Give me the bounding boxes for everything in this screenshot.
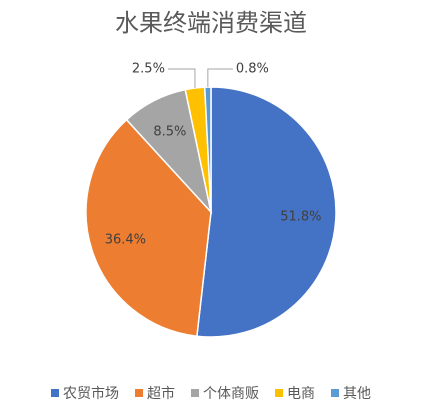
data-label: 36.4%	[105, 232, 146, 247]
leader-line	[167, 68, 196, 89]
data-label: 8.5%	[153, 124, 186, 139]
data-label: 2.5%	[132, 62, 165, 77]
chart-title: 水果终端消费渠道	[115, 9, 307, 37]
legend-marker	[135, 389, 143, 397]
legend-label: 农贸市场	[63, 385, 119, 402]
legend-label: 超市	[147, 385, 175, 402]
legend-marker	[51, 389, 59, 397]
pie-slice	[196, 86, 337, 338]
legend-label: 个体商贩	[203, 386, 259, 402]
pie-slice	[203, 86, 212, 213]
legend-marker	[191, 389, 199, 397]
legend-label: 其他	[343, 386, 371, 402]
legend-marker	[275, 389, 283, 397]
data-label: 51.8%	[280, 210, 321, 225]
data-label: 0.8%	[236, 62, 269, 77]
leader-line	[207, 68, 233, 88]
pie-slice	[85, 118, 212, 338]
legend-label: 电商	[287, 386, 315, 402]
legend-marker	[331, 389, 339, 397]
